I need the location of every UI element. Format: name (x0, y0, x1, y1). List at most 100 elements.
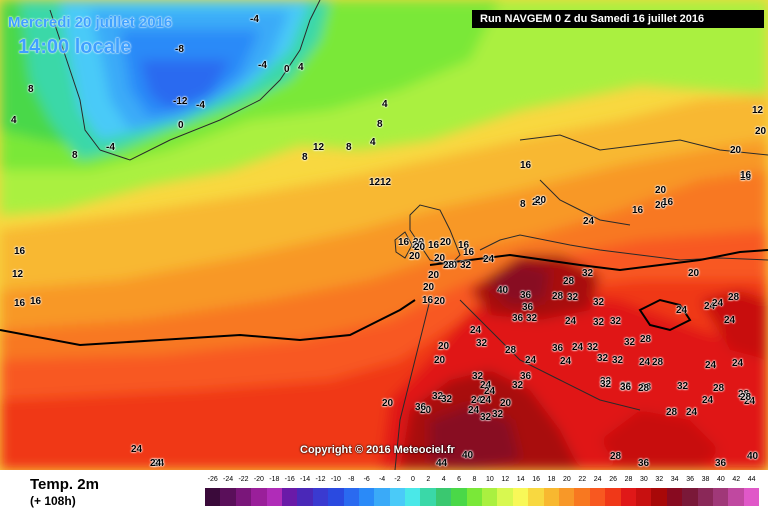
color-scale-swatch (328, 488, 344, 506)
color-scale-ticks: -26 -24 -22 -20 -18 -16 -14 -12 -10 -8 -6 -4 -2 0 2 4 6 8… (205, 476, 760, 488)
temperature-value: 32 (624, 337, 636, 348)
temperature-value: 28 (652, 357, 664, 368)
color-scale-swatches (205, 488, 760, 506)
temperature-value: 16 (398, 237, 410, 248)
temperature-value: 4 (382, 99, 388, 110)
temperature-value: 24 (702, 395, 714, 406)
color-scale-tick: 6 (457, 476, 462, 483)
temperature-value: 32 (600, 379, 612, 390)
temperature-value: 32 (582, 268, 594, 279)
temperature-value: 8 (302, 152, 308, 163)
temperature-value: 32 (612, 355, 624, 366)
color-scale-tick: -12 (315, 476, 326, 483)
temperature-value: 32 (441, 394, 453, 405)
temperature-value: 28 (728, 292, 740, 303)
temperature-value: -4 (250, 14, 259, 25)
color-scale-tick: 12 (501, 476, 510, 483)
temperature-value: 20 (428, 270, 440, 281)
valid-time-label: 14:00 locale (18, 36, 132, 58)
temperature-value: 32 (512, 380, 524, 391)
temperature-value: 8 (72, 150, 78, 161)
color-scale-tick: 28 (624, 476, 633, 483)
temperature-value: 36 (715, 458, 727, 469)
temperature-value: 24 (471, 395, 483, 406)
temperature-value: 16 (520, 160, 532, 171)
color-scale-swatch (358, 488, 375, 506)
temperature-value: 20 (382, 398, 394, 409)
temperature-value: 32 (526, 313, 538, 324)
color-scale-swatch (435, 488, 452, 506)
temperature-value: 24 (131, 444, 143, 455)
temperature-value: 24 (639, 357, 651, 368)
color-scale-tick: 36 (686, 476, 694, 483)
color-scale-swatch (682, 488, 698, 506)
color-scale-swatch (743, 488, 760, 506)
temperature-value: 32 (677, 381, 689, 392)
temperature-value: 8 (520, 199, 526, 210)
temperature-value: 24 (704, 301, 716, 312)
temperature-value: 16 (632, 205, 644, 216)
temperature-value: 4 (11, 115, 17, 126)
temperature-value: 32 (432, 391, 444, 402)
temperature-value: 24 (724, 315, 736, 326)
color-scale-swatch (728, 488, 744, 506)
temperature-value: 20 (688, 268, 700, 279)
color-scale-swatch (374, 488, 390, 506)
color-scale-swatch (620, 488, 636, 506)
temperature-value: -8 (175, 44, 184, 55)
temperature-value: 32 (480, 412, 492, 423)
color-scale-tick: 14 (516, 476, 525, 483)
temperature-value: 20 (414, 242, 426, 253)
temperature-value: 20 (532, 197, 544, 208)
color-scale-tick: -4 (378, 476, 386, 483)
color-scale-swatch (220, 488, 236, 506)
temperature-value: 20 (500, 398, 512, 409)
temperature-value: 12 (12, 269, 24, 280)
temperature-value: 32 (593, 317, 605, 328)
temperature-value: 32 (600, 376, 612, 387)
color-scale-tick: -16 (284, 476, 295, 483)
color-scale-swatch (420, 488, 436, 506)
color-scale-swatch (497, 488, 513, 506)
color-scale-tick: 10 (485, 476, 494, 483)
temperature-value: 24 (560, 356, 572, 367)
temperature-value: 36 (522, 302, 534, 313)
color-scale-tick: -2 (394, 476, 401, 483)
color-scale-swatch (451, 488, 467, 506)
color-scale-swatch (405, 488, 421, 506)
temperature-value: 28 (505, 345, 517, 356)
color-scale-tick: -8 (348, 476, 355, 483)
temperature-value: 32 (567, 292, 579, 303)
temperature-value: 4 (298, 62, 304, 73)
temperature-value: 12 (380, 177, 392, 188)
temperature-value: 32 (597, 353, 609, 364)
temperature-value: 32 (587, 342, 599, 353)
temperature-value: 12 (313, 142, 325, 153)
color-scale-swatch (543, 488, 559, 506)
temperature-value: 24 (480, 380, 492, 391)
temperature-value: 24 (744, 396, 756, 407)
temperature-value: 44 (436, 458, 448, 469)
temperature-value: 28 (443, 260, 455, 271)
temperature-value: 20 (434, 253, 446, 264)
temperature-value: 24 (470, 325, 482, 336)
color-scale-swatch (466, 488, 483, 506)
temperature-value: 20 (535, 195, 547, 206)
temperature-map: Mercredi 20 juillet 2016 14:00 locale Ru… (0, 0, 768, 470)
temperature-value: 0 (178, 120, 184, 131)
temperature-value: 28 (738, 389, 750, 400)
temperature-value: 36 (520, 290, 532, 301)
color-scale-tick: -24 (223, 476, 234, 483)
temperature-value: 28 (640, 382, 652, 393)
color-scale-tick: 42 (732, 476, 741, 483)
temperature-value: 16 (662, 197, 674, 208)
color-scale-tick: 20 (562, 476, 571, 483)
color-scale-swatch (558, 488, 575, 506)
temperature-value: 20 (423, 282, 435, 293)
color-scale-swatch (343, 488, 359, 506)
temperature-value: 16 (428, 240, 440, 251)
temperature-value: 24 (583, 216, 595, 227)
color-scale-swatch (512, 488, 529, 506)
color-scale-tick: 18 (547, 476, 556, 483)
color-scale-tick: 24 (593, 476, 602, 483)
